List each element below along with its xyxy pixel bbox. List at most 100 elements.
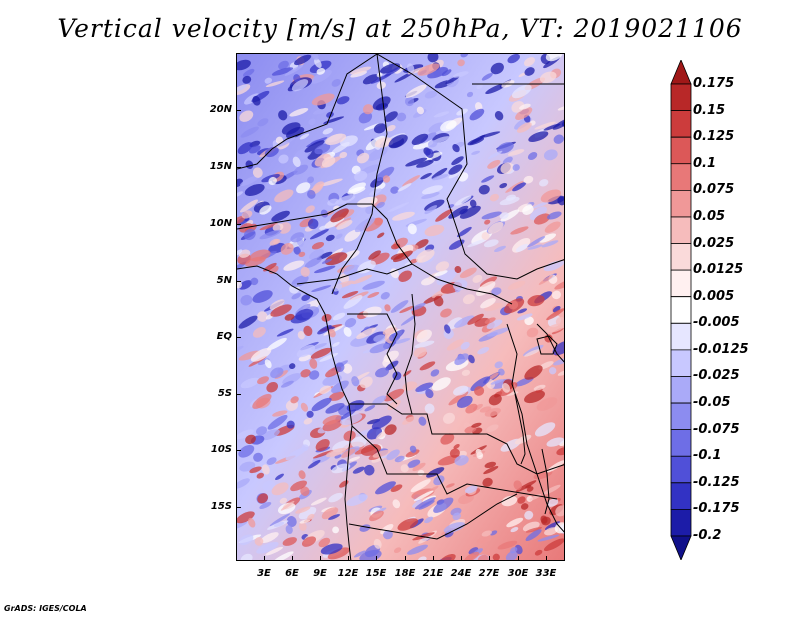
field-cell bbox=[252, 290, 273, 303]
footer-credit: GrADS: IGES/COLA bbox=[4, 604, 87, 613]
field-cell bbox=[515, 243, 529, 252]
field-cell bbox=[362, 306, 382, 318]
field-cell bbox=[275, 136, 284, 144]
field-cell bbox=[524, 390, 545, 404]
field-cell bbox=[362, 74, 379, 85]
field-cell bbox=[282, 373, 302, 385]
lon-tick bbox=[376, 556, 377, 561]
field-cell bbox=[296, 344, 316, 358]
field-cell bbox=[453, 385, 469, 396]
field-cell bbox=[377, 232, 385, 239]
field-cell bbox=[284, 65, 304, 76]
field-cell bbox=[280, 242, 294, 255]
field-cell bbox=[350, 70, 368, 78]
field-cell bbox=[446, 317, 463, 330]
field-cell bbox=[313, 105, 333, 115]
field-cell bbox=[307, 176, 315, 184]
field-cell bbox=[499, 212, 509, 219]
field-cell bbox=[279, 497, 288, 504]
field-cell bbox=[286, 420, 295, 429]
field-cell bbox=[465, 485, 478, 494]
field-cell bbox=[268, 176, 277, 186]
field-cell bbox=[352, 466, 365, 474]
field-cell bbox=[311, 242, 325, 250]
field-cell bbox=[479, 131, 501, 138]
field-cell bbox=[347, 186, 366, 195]
field-cell bbox=[448, 239, 465, 250]
field-cell bbox=[517, 496, 526, 504]
field-cell bbox=[331, 463, 351, 474]
field-cell bbox=[331, 79, 341, 87]
field-cell bbox=[351, 274, 373, 285]
field-cell bbox=[340, 409, 357, 420]
colorbar-label: -0.075 bbox=[693, 421, 740, 437]
field-cell bbox=[411, 133, 429, 145]
field-cell bbox=[481, 175, 495, 183]
lake-tanganyika bbox=[514, 393, 526, 465]
lat-label: 5S bbox=[217, 388, 232, 399]
field-cell bbox=[393, 338, 411, 345]
field-cell bbox=[361, 164, 381, 174]
field-cell bbox=[240, 175, 260, 187]
field-cell bbox=[540, 515, 548, 524]
field-cell bbox=[239, 534, 254, 546]
field-cell bbox=[259, 229, 282, 240]
field-cell bbox=[469, 108, 485, 121]
field-cell bbox=[314, 265, 336, 274]
lat-label: 10S bbox=[210, 444, 232, 455]
field-cell bbox=[505, 551, 518, 560]
field-cell bbox=[551, 290, 562, 300]
lon-tick bbox=[348, 556, 349, 561]
field-cell bbox=[452, 512, 461, 521]
field-cell bbox=[336, 96, 350, 105]
lat-tick bbox=[236, 337, 241, 338]
field-cell bbox=[240, 126, 259, 138]
field-cell bbox=[508, 300, 519, 310]
colorbar-band bbox=[670, 376, 692, 404]
field-cell bbox=[424, 90, 438, 99]
field-cell bbox=[478, 184, 490, 195]
lon-tick bbox=[433, 556, 434, 561]
field-cell bbox=[332, 526, 339, 534]
field-cell bbox=[524, 510, 534, 520]
colorbar-band bbox=[670, 189, 692, 218]
field-cell bbox=[425, 148, 434, 159]
colorbar bbox=[670, 60, 692, 560]
field-cell bbox=[433, 111, 450, 118]
field-cell bbox=[494, 111, 504, 121]
field-cell bbox=[327, 547, 350, 560]
field-cell bbox=[402, 175, 420, 187]
field-cell bbox=[424, 224, 445, 237]
field-cell bbox=[413, 490, 434, 502]
field-cell bbox=[517, 122, 532, 133]
field-cell bbox=[259, 223, 278, 231]
field-cell bbox=[554, 278, 564, 290]
field-cell bbox=[254, 537, 264, 546]
field-cell bbox=[285, 447, 307, 461]
field-cell bbox=[371, 415, 392, 430]
field-cell bbox=[315, 438, 330, 452]
field-cell bbox=[303, 325, 313, 337]
field-cell bbox=[431, 167, 448, 179]
field-cell bbox=[481, 73, 493, 81]
field-cell bbox=[243, 228, 256, 241]
field-cell bbox=[485, 83, 507, 95]
field-cell bbox=[405, 449, 420, 458]
field-cells bbox=[237, 54, 564, 560]
field-cell bbox=[300, 486, 310, 496]
field-cell bbox=[433, 295, 444, 307]
field-cell bbox=[350, 66, 372, 75]
field-cell bbox=[424, 403, 435, 414]
field-cell bbox=[416, 106, 425, 115]
field-cell bbox=[293, 74, 301, 83]
field-cell bbox=[237, 478, 250, 489]
field-cell bbox=[389, 333, 401, 342]
field-cell bbox=[427, 54, 439, 63]
field-cell bbox=[412, 462, 426, 472]
field-cell bbox=[417, 63, 440, 76]
field-cell bbox=[534, 121, 556, 130]
field-cell bbox=[245, 434, 256, 445]
field-cell bbox=[370, 252, 390, 265]
field-cell bbox=[456, 395, 473, 408]
field-cell bbox=[240, 377, 260, 389]
